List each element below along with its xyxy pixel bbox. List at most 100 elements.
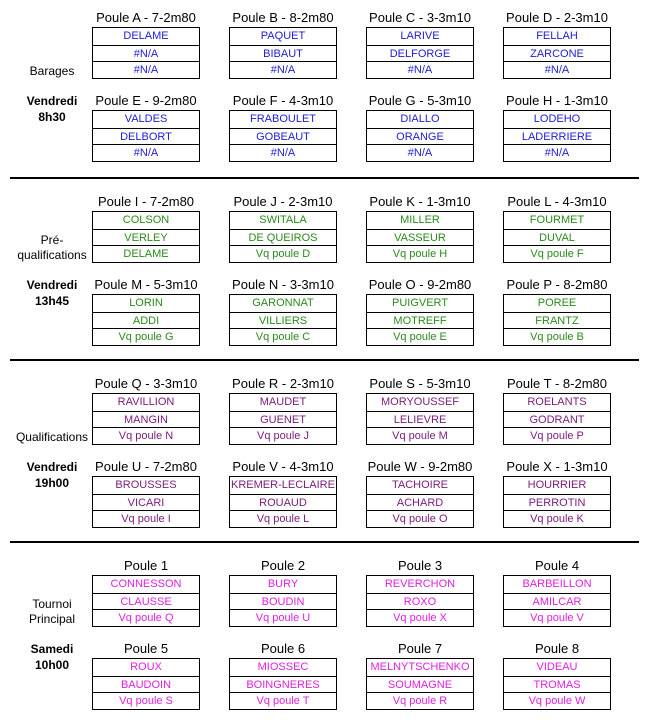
pool-entry: VALDES: [124, 113, 168, 125]
pool-title: Poule A - 7-2m80: [96, 10, 196, 25]
pool-entry: Vq poule Q: [93, 609, 199, 626]
pool-entry: COLSON: [122, 214, 170, 226]
pool-entry: Vq poule G: [93, 328, 199, 345]
pool-entry: BURY: [267, 578, 299, 590]
section-day: Samedi: [30, 642, 74, 656]
pool-box: MELNYTSCHENKO SOUMAGNE Vq poule R: [366, 658, 474, 710]
pool-title: Poule S - 5-3m10: [369, 376, 471, 391]
pool-entry: HOURRIER: [527, 479, 587, 491]
pool-entry: Vq poule T: [230, 692, 336, 709]
section-separator: [10, 541, 639, 543]
pool-title: Poule 4: [534, 558, 580, 573]
pool-box: FRABOULET GOBEAUT #N/A: [229, 110, 337, 162]
pool-entry: DELAME: [123, 30, 169, 42]
pool-entry: Vq poule F: [504, 245, 610, 262]
pool-box: REVERCHON ROXO Vq poule X: [366, 575, 474, 627]
pool-entry: CLAUSSE: [93, 592, 199, 610]
pool-entry: FELLAH: [536, 30, 578, 42]
pool-title: Poule N - 3-3m10: [232, 277, 334, 292]
pool-box: PUIGVERT MOTREFF Vq poule E: [366, 294, 474, 346]
pool-entry: CONNESSON: [110, 578, 182, 590]
pool-title: Poule 1: [123, 558, 169, 573]
pool-entry: GODRANT: [504, 410, 610, 428]
pool-box: BURY BOUDIN Vq poule U: [229, 575, 337, 627]
pool-box: LARIVE DELFORGE #N/A: [366, 27, 474, 79]
pool-entry: DELBORT: [93, 127, 199, 145]
pool-entry: Vq poule S: [93, 692, 199, 709]
pool-title: Poule C - 3-3m10: [369, 10, 471, 25]
pool-entry: MILLER: [400, 214, 440, 226]
pool-entry: Vq poule V: [504, 609, 610, 626]
section-day: Vendredi: [26, 94, 78, 108]
pool-entry: Vq poule X: [367, 609, 473, 626]
pool-box: PAQUET BIBAUT #N/A: [229, 27, 337, 79]
pool-title: Poule X - 1-3m10: [506, 459, 608, 474]
pool-box: FOURMET DUVAL Vq poule F: [503, 211, 611, 263]
pool-box: DELAME #N/A #N/A: [92, 27, 200, 79]
pool-title: Poule I - 7-2m80: [97, 194, 195, 209]
pool-entry: ADDI: [93, 311, 199, 329]
pool-title: Poule 7: [397, 641, 443, 656]
pool-entry: VASSEUR: [367, 228, 473, 246]
pool-box: KREMER-LECLAIRE ROUAUD Vq poule L: [229, 476, 337, 528]
pool-entry: DELAME: [93, 245, 199, 262]
pool-title: Poule 3: [397, 558, 443, 573]
pool-title: Poule M - 5-3m10: [94, 277, 198, 292]
pool-entry: #N/A: [367, 61, 473, 78]
pool-box: BARBEILLON AMILCAR Vq poule V: [503, 575, 611, 627]
pool-title: Poule F - 4-3m10: [232, 93, 334, 108]
pool-title: Poule P - 8-2m80: [506, 277, 608, 292]
pool-entry: GOBEAUT: [230, 127, 336, 145]
pool-entry: MAUDET: [259, 396, 307, 408]
pool-entry: #N/A: [230, 61, 336, 78]
section-label: Pré-: [40, 233, 64, 247]
pool-entry: Vq poule H: [367, 245, 473, 262]
pool-entry: ACHARD: [367, 493, 473, 511]
pool-entry: #N/A: [230, 144, 336, 161]
pool-title: Poule V - 4-3m10: [232, 459, 334, 474]
pool-entry: FRANTZ: [504, 311, 610, 329]
pool-entry: Vq poule D: [230, 245, 336, 262]
section-separator: [10, 359, 639, 361]
pool-entry: SWITALA: [259, 214, 307, 226]
pool-box: CONNESSON CLAUSSE Vq poule Q: [92, 575, 200, 627]
pool-entry: PERROTIN: [504, 493, 610, 511]
pool-entry: VICARI: [93, 493, 199, 511]
pool-entry: KREMER-LECLAIRE: [231, 479, 335, 491]
pool-box: LODEHO LADERRIERE #N/A: [503, 110, 611, 162]
pool-title: Poule 2: [260, 558, 306, 573]
pool-title: Poule U - 7-2m80: [95, 459, 197, 474]
pool-entry: Vq poule P: [504, 427, 610, 444]
pool-box: HOURRIER PERROTIN Vq poule K: [503, 476, 611, 528]
section-time: 10h00: [34, 658, 70, 672]
pool-entry: #N/A: [93, 44, 199, 62]
pool-entry: Vq poule R: [367, 692, 473, 709]
pool-entry: Vq poule B: [504, 328, 610, 345]
pool-entry: Vq poule E: [367, 328, 473, 345]
pool-entry: DUVAL: [504, 228, 610, 246]
pool-entry: AMILCAR: [504, 592, 610, 610]
pool-entry: SOUMAGNE: [367, 675, 473, 693]
pool-entry: RAVILLION: [117, 396, 175, 408]
pool-box: GARONNAT VILLIERS Vq poule C: [229, 294, 337, 346]
pool-entry: LARIVE: [400, 30, 440, 42]
pool-entry: VERLEY: [93, 228, 199, 246]
pool-entry: #N/A: [93, 61, 199, 78]
pool-entry: PAQUET: [260, 30, 306, 42]
pool-title: Poule T - 8-2m80: [507, 376, 607, 391]
pool-title: Poule Q - 3-3m10: [94, 376, 198, 391]
pool-box: VALDES DELBORT #N/A: [92, 110, 200, 162]
pool-entry: TACHOIRE: [391, 479, 449, 491]
pool-entry: Vq poule C: [230, 328, 336, 345]
section-label: Qualifications: [15, 430, 89, 444]
pool-entry: GUENET: [230, 410, 336, 428]
pool-entry: LELIEVRE: [367, 410, 473, 428]
pool-box: VIDEAU TROMAS Vq poule W: [503, 658, 611, 710]
pool-title: Poule O - 9-2m80: [368, 277, 472, 292]
pool-box: MAUDET GUENET Vq poule J: [229, 393, 337, 445]
pool-box: SWITALA DE QUEIROS Vq poule D: [229, 211, 337, 263]
section-label: Tournoi: [32, 597, 72, 611]
pool-title: Poule 8: [534, 641, 580, 656]
pool-entry: Vq poule K: [504, 510, 610, 527]
section-day: Vendredi: [26, 460, 78, 474]
